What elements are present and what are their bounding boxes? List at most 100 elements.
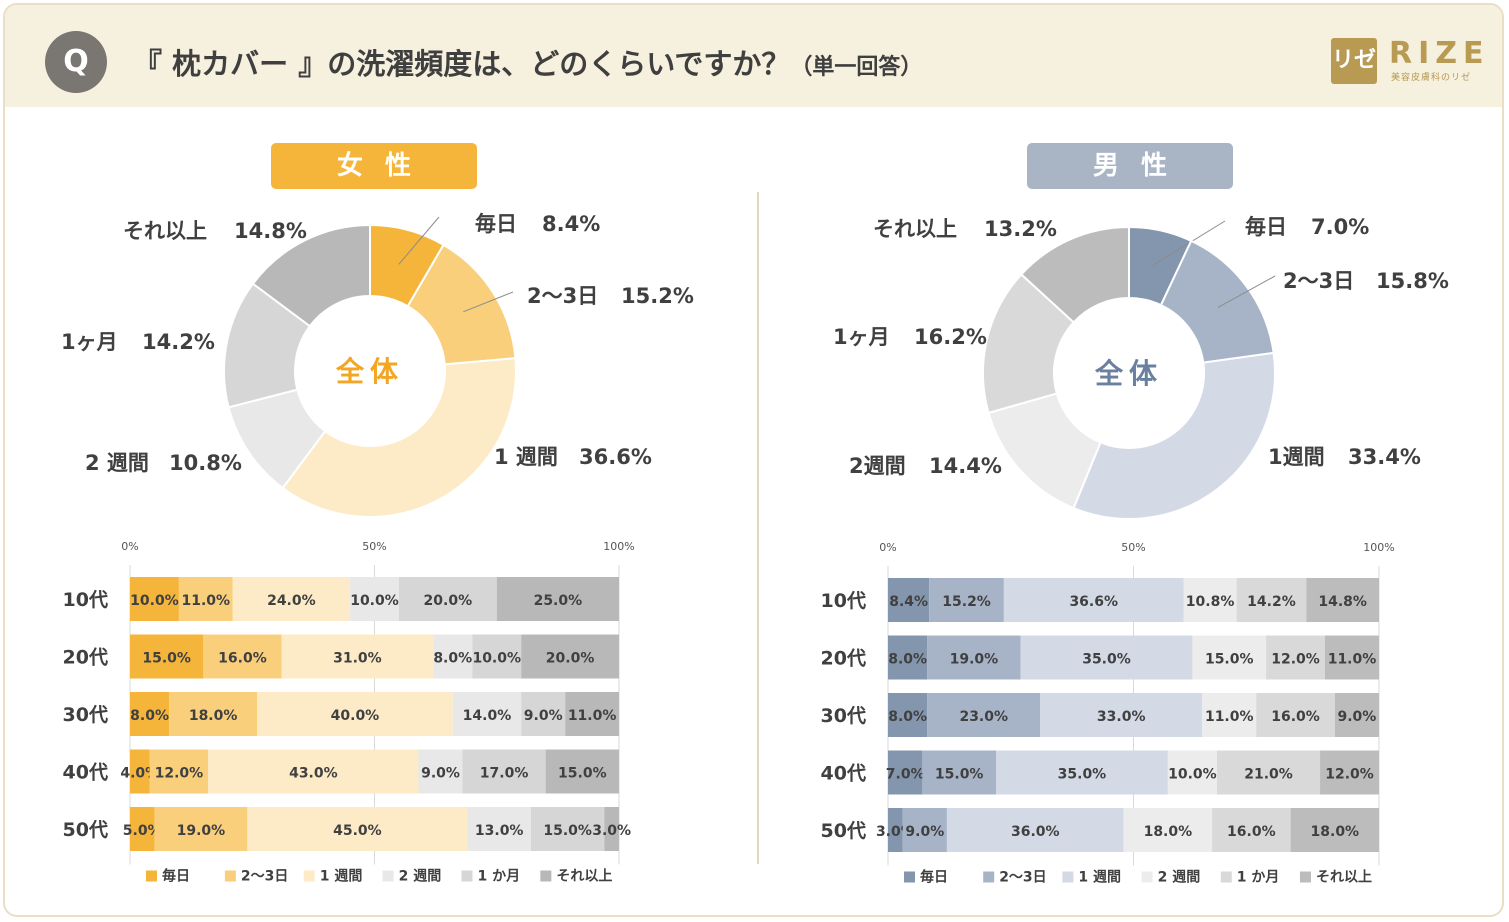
female-bar-4-2 (247, 807, 468, 851)
male-bar-label-4-4: 16.0% (1227, 824, 1276, 840)
male-tick-0: 0% (879, 541, 896, 554)
female-bar-label-2-5: 11.0% (568, 708, 617, 724)
female-bar-label-1-5: 20.0% (546, 651, 595, 667)
female-row-label-1: 20代 (63, 647, 108, 669)
female-slice-label-1: 2～3日 (527, 284, 598, 308)
male-tick-2: 100% (1363, 541, 1394, 554)
male-row-label-1: 20代 (821, 648, 866, 670)
female-bar-2-2 (257, 692, 453, 736)
male-bar-label-3-4: 21.0% (1244, 767, 1293, 783)
male-bar-0-2 (1003, 578, 1184, 622)
female-legend-swatch-1 (224, 870, 236, 882)
male-bar-1-0 (888, 635, 928, 680)
male-bar-label-0-2: 36.6% (1069, 594, 1118, 610)
male-bar-3-4 (1216, 750, 1321, 795)
female-slice-label-3: 2 週間 (85, 451, 149, 475)
female-bar-label-1-4: 10.0% (472, 651, 521, 667)
male-bar-4-1 (902, 808, 947, 852)
female-legend-label-1: 2～3日 (241, 869, 288, 885)
female-bar-4-5 (604, 807, 619, 851)
female-bar-0-1 (178, 577, 233, 621)
female-tick-2: 100% (603, 540, 634, 553)
male-legend-swatch-5 (1299, 871, 1311, 883)
female-bar-1-4 (472, 634, 522, 679)
female-bar-label-4-1: 19.0% (177, 823, 226, 839)
female-bar-label-3-2: 43.0% (289, 766, 338, 782)
male-bar-label-0-0: 8.4% (889, 594, 928, 610)
male-bar-1-5 (1324, 635, 1379, 680)
male-bar-label-4-3: 18.0% (1144, 824, 1193, 840)
female-slice-value-1: 15.2% (621, 284, 694, 308)
logo-mark: リゼ (1331, 38, 1377, 84)
male-bar-label-1-3: 15.0% (1205, 652, 1254, 668)
female-bar-1-0 (130, 634, 204, 679)
male-bar-label-2-3: 11.0% (1205, 709, 1254, 725)
female-bar-3-4 (462, 749, 546, 794)
male-legend-label-3: 2 週間 (1158, 870, 1201, 886)
female-bar-1-1 (203, 634, 282, 679)
male-bar-0-3 (1183, 578, 1237, 622)
male-bar-3-0 (888, 750, 923, 795)
female-bar-2-0 (130, 692, 170, 736)
female-slice-label-4: 1ヶ月 (61, 330, 118, 354)
female-bar-label-3-5: 15.0% (558, 766, 607, 782)
female-row-label-2: 30代 (63, 704, 108, 726)
female-slice-label-0: 毎日 (475, 212, 517, 236)
male-donut: 毎日 7.0% 2～3日 15.8% 1週間 33.4% 2週間 14.4% 1ヶ月 16.2% そ… (833, 215, 1449, 520)
female-leader-1 (463, 291, 514, 313)
male-slice-5 (1019, 225, 1130, 324)
male-slice-value-0: 7.0% (1311, 215, 1369, 239)
male-bar-label-3-1: 15.0% (935, 767, 984, 783)
male-row-label-3: 40代 (821, 763, 866, 785)
male-bar-label-0-5: 14.8% (1318, 594, 1367, 610)
male-bar-label-4-5: 18.0% (1311, 824, 1360, 840)
male-slice-value-3: 14.4% (929, 454, 1002, 478)
female-slice-value-2: 36.6% (579, 445, 652, 469)
female-row-label-4: 50代 (63, 819, 108, 841)
male-slice-value-1: 15.8% (1376, 269, 1449, 293)
male-bar-0-0 (888, 578, 930, 622)
female-bar-3-0 (130, 749, 150, 794)
male-bar-label-1-5: 11.0% (1328, 652, 1377, 668)
female-center-label: 全体 (335, 355, 404, 388)
logo-text: RIZE (1389, 36, 1490, 71)
female-bar-chart: 0% 50% 100%10代 10.0% 11.0% 24.0% 10.0% 20.0% 25.… (63, 540, 635, 885)
female-bar-label-4-5: 3.0% (592, 823, 631, 839)
female-bar-label-0-1: 11.0% (182, 593, 231, 609)
male-bar-label-1-1: 19.0% (950, 652, 999, 668)
female-bar-label-0-3: 10.0% (350, 593, 399, 609)
female-slice-5 (251, 223, 371, 328)
male-bar-2-3 (1202, 693, 1257, 737)
female-bar-1-5 (521, 634, 619, 679)
female-bar-label-0-0: 10.0% (130, 593, 179, 609)
female-bar-label-3-0: 4.0% (120, 766, 159, 782)
male-bar-label-3-0: 7.0% (886, 767, 925, 783)
female-bar-label-3-3: 9.0% (421, 766, 460, 782)
male-bar-label-0-1: 15.2% (942, 594, 991, 610)
male-bar-label-1-2: 35.0% (1082, 652, 1131, 668)
male-bar-label-3-3: 10.0% (1168, 767, 1217, 783)
female-legend-label-4: 1 か月 (477, 869, 520, 885)
female-legend-swatch-0 (146, 870, 157, 882)
male-bar-label-2-5: 9.0% (1337, 709, 1376, 725)
male-bar-1-3 (1192, 635, 1267, 680)
male-bar-3-5 (1320, 750, 1379, 795)
female-row-label-0: 10代 (63, 589, 108, 611)
female-bar-label-2-0: 8.0% (130, 708, 169, 724)
female-bar-4-4 (530, 807, 605, 851)
male-bar-chart: 0% 50% 100% 10代 8.4% 15.2% 36.6% 10.8% 14.2% 14.8… (821, 541, 1395, 886)
female-bar-0-0 (130, 577, 179, 621)
female-legend-label-5: それ以上 (556, 869, 612, 885)
male-bar-label-3-5: 12.0% (1325, 767, 1374, 783)
female-bar-label-2-1: 18.0% (189, 708, 238, 724)
male-legend-label-4: 1 か月 (1237, 870, 1280, 886)
male-bar-1-1 (927, 635, 1021, 680)
male-bar-0-5 (1306, 578, 1379, 622)
male-tick-1: 50% (1121, 541, 1145, 554)
male-bar-1-4 (1266, 635, 1325, 680)
female-bar-label-4-3: 13.0% (475, 823, 524, 839)
question-badge: Q (45, 31, 107, 93)
male-bar-label-4-1: 9.0% (905, 824, 944, 840)
female-bar-0-4 (398, 577, 497, 621)
male-bar-3-1 (922, 750, 997, 795)
